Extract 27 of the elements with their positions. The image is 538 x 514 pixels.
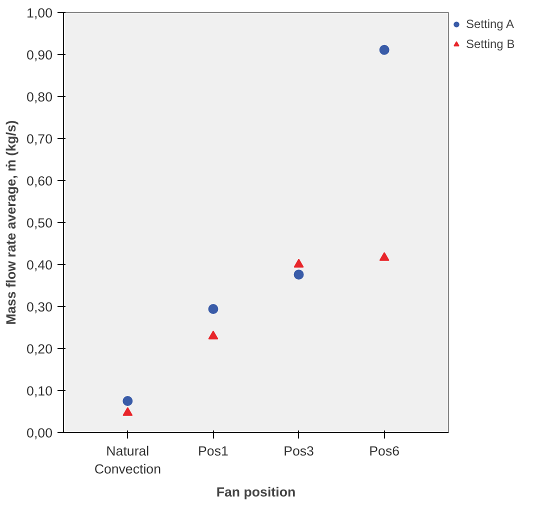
point [208, 304, 218, 314]
y-tick-label: 1,00 [26, 6, 53, 20]
y-tick-label: 0,60 [26, 174, 53, 188]
y-tick-label: 0,70 [26, 132, 53, 146]
x-tick-label: Pos3 [284, 444, 314, 458]
y-tick-label: 0,20 [26, 342, 53, 356]
y-tick-label: 0,40 [26, 258, 53, 272]
y-tick-label: 0,30 [26, 300, 53, 314]
point [294, 270, 304, 280]
x-tick-label: Natural Convection [94, 444, 162, 476]
legend-label: Setting B [466, 37, 515, 51]
x-axis-title: Fan position [216, 484, 296, 500]
y-tick-label: 0,00 [26, 426, 53, 440]
y-tick-label: 0,90 [26, 48, 53, 62]
y-tick-label: 0,80 [26, 90, 53, 104]
x-tick-label: Pos6 [369, 444, 400, 458]
point [208, 330, 218, 340]
y-tick-label: 0,50 [26, 216, 53, 230]
legend-label: Setting A [466, 17, 514, 31]
point [379, 252, 390, 261]
point [122, 407, 133, 416]
point [122, 396, 133, 406]
point [379, 44, 390, 55]
y-axis-title: Mass flow rate average, ṁ (kg/s) [4, 120, 19, 325]
y-tick-label: 0,10 [26, 384, 53, 398]
point [294, 258, 304, 268]
x-tick-label: Pos1 [198, 444, 228, 458]
